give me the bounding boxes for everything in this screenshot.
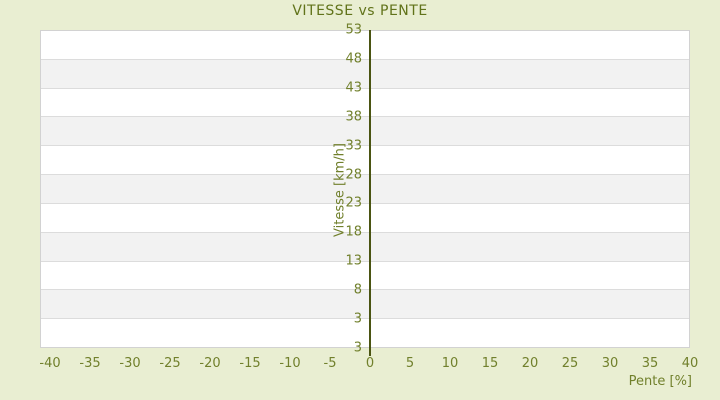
y-tick-label: 23 (345, 195, 362, 211)
y-tick-label: 38 (345, 109, 362, 125)
grid-band (41, 58, 689, 88)
grid-band (41, 231, 689, 261)
x-tick-label: 15 (481, 356, 499, 371)
x-tick-label: -35 (79, 356, 101, 371)
y-tick-label: 43 (345, 80, 362, 96)
y-tick-label: 18 (345, 224, 362, 240)
plot-area (40, 30, 690, 348)
x-tick-label: -10 (279, 356, 301, 371)
x-tick-label: -20 (199, 356, 221, 371)
x-tick-label: -30 (119, 356, 141, 371)
y-tick-label: 53 (345, 22, 362, 38)
x-tick-label: 20 (521, 356, 539, 371)
grid-band (41, 289, 689, 319)
x-tick-label: -5 (323, 356, 337, 371)
grid-band (41, 116, 689, 146)
y-tick-label: 3 (353, 340, 362, 356)
grid-band (41, 87, 689, 117)
x-axis-title: Pente [%] (628, 374, 692, 389)
y-tick-label: 33 (345, 138, 362, 154)
y-tick-label: 48 (345, 51, 362, 67)
x-tick-label: -40 (39, 356, 61, 371)
y-axis-zero-line (369, 30, 371, 356)
y-tick-label: 8 (353, 282, 362, 298)
y-tick-label: 28 (345, 167, 362, 183)
x-tick-label: -25 (159, 356, 181, 371)
grid-band (41, 260, 689, 290)
x-tick-label: 5 (405, 356, 415, 371)
chart-title: VITESSE vs PENTE (292, 3, 428, 19)
x-tick-label: 40 (681, 356, 699, 371)
y-tick-label: 3 (353, 311, 362, 327)
grid-band (41, 31, 689, 59)
x-tick-label: 35 (641, 356, 659, 371)
grid-band (41, 145, 689, 175)
x-tick-label: -15 (239, 356, 261, 371)
y-tick-label: 13 (345, 253, 362, 269)
x-tick-label: 10 (441, 356, 459, 371)
x-tick-label: 30 (601, 356, 619, 371)
x-tick-label: 25 (561, 356, 579, 371)
x-tick-label: 0 (365, 356, 375, 371)
grid-band (41, 202, 689, 232)
y-axis-title: Vitesse [km/h] (332, 143, 348, 237)
grid-band (41, 318, 689, 347)
grid-band (41, 174, 689, 203)
